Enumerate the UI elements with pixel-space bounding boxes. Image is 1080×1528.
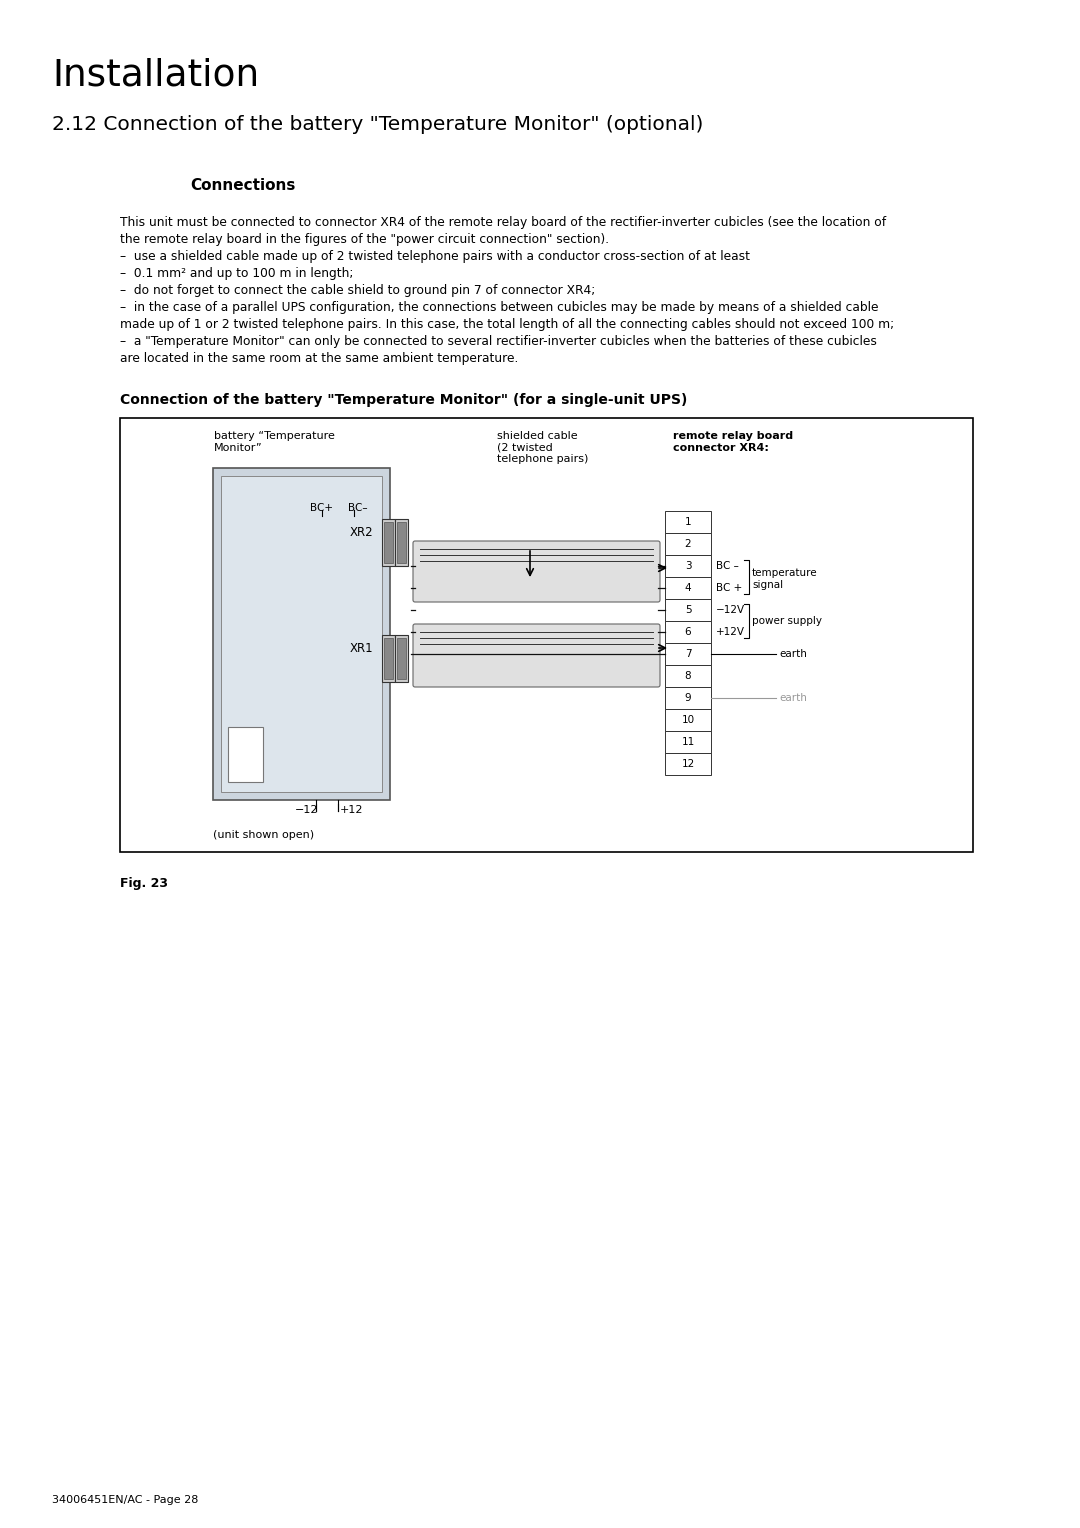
Bar: [120, 419, 973, 853]
Bar: [665, 599, 711, 620]
Text: earth: earth: [779, 649, 807, 659]
Text: 2: 2: [685, 539, 691, 549]
Text: +12V: +12V: [716, 626, 745, 637]
Bar: [665, 643, 711, 665]
Text: BC +: BC +: [716, 584, 742, 593]
Text: signal: signal: [752, 581, 783, 590]
Text: shielded cable
(2 twisted
telephone pairs): shielded cable (2 twisted telephone pair…: [497, 431, 589, 465]
Text: XR2: XR2: [350, 526, 374, 538]
Text: −12: −12: [295, 805, 319, 814]
Text: +12: +12: [340, 805, 364, 814]
Text: 9: 9: [685, 694, 691, 703]
Bar: [665, 688, 711, 709]
Text: −12V: −12V: [716, 605, 745, 614]
Text: 8: 8: [685, 671, 691, 681]
Bar: [384, 523, 393, 562]
Text: power supply: power supply: [752, 616, 822, 626]
Text: Connection of the battery "Temperature Monitor" (for a single-unit UPS): Connection of the battery "Temperature M…: [120, 393, 687, 406]
Text: –  a "Temperature Monitor" can only be connected to several rectifier-inverter c: – a "Temperature Monitor" can only be co…: [120, 335, 877, 348]
Text: are located in the same room at the same ambient temperature.: are located in the same room at the same…: [120, 351, 518, 365]
Text: BC–: BC–: [348, 503, 367, 513]
Text: 7: 7: [685, 649, 691, 659]
Text: temperature: temperature: [752, 568, 818, 578]
Text: earth: earth: [779, 694, 807, 703]
Text: –  0.1 mm² and up to 100 m in length;: – 0.1 mm² and up to 100 m in length;: [120, 267, 353, 280]
Text: Connections: Connections: [190, 177, 295, 193]
Text: –  in the case of a parallel UPS configuration, the connections between cubicles: – in the case of a parallel UPS configur…: [120, 301, 878, 313]
Text: 5: 5: [685, 605, 691, 614]
Text: Installation: Installation: [52, 58, 259, 95]
Bar: [382, 520, 395, 565]
Text: 2.12 Connection of the battery "Temperature Monitor" (optional): 2.12 Connection of the battery "Temperat…: [52, 115, 703, 134]
Bar: [665, 510, 711, 533]
Text: –  use a shielded cable made up of 2 twisted telephone pairs with a conductor cr: – use a shielded cable made up of 2 twis…: [120, 251, 750, 263]
FancyBboxPatch shape: [413, 541, 660, 602]
Bar: [665, 578, 711, 599]
Bar: [397, 639, 406, 678]
Text: 10: 10: [681, 715, 694, 724]
Bar: [395, 636, 408, 681]
FancyBboxPatch shape: [413, 623, 660, 688]
Bar: [665, 555, 711, 578]
Text: remote relay board
connector XR4:: remote relay board connector XR4:: [673, 431, 793, 452]
Text: XR1: XR1: [350, 642, 374, 656]
Bar: [665, 730, 711, 753]
Text: 1: 1: [685, 516, 691, 527]
Bar: [213, 468, 390, 801]
Text: 6: 6: [685, 626, 691, 637]
Text: This unit must be connected to connector XR4 of the remote relay board of the re: This unit must be connected to connector…: [120, 215, 886, 229]
Text: 12: 12: [681, 759, 694, 769]
Bar: [395, 520, 408, 565]
Bar: [228, 727, 264, 782]
Text: 34006451EN/AC - Page 28: 34006451EN/AC - Page 28: [52, 1494, 199, 1505]
Text: the remote relay board in the figures of the "power circuit connection" section): the remote relay board in the figures of…: [120, 232, 609, 246]
Text: made up of 1 or 2 twisted telephone pairs. In this case, the total length of all: made up of 1 or 2 twisted telephone pair…: [120, 318, 894, 332]
Bar: [665, 533, 711, 555]
Text: Fig. 23: Fig. 23: [120, 877, 168, 889]
Text: BC –: BC –: [716, 561, 739, 571]
Text: 4: 4: [685, 584, 691, 593]
Bar: [397, 523, 406, 562]
Text: –  do not forget to connect the cable shield to ground pin 7 of connector XR4;: – do not forget to connect the cable shi…: [120, 284, 595, 296]
Bar: [665, 753, 711, 775]
Bar: [221, 477, 382, 792]
Bar: [665, 665, 711, 688]
Bar: [382, 636, 395, 681]
Text: battery “Temperature
Monitor”: battery “Temperature Monitor”: [214, 431, 335, 452]
Bar: [384, 639, 393, 678]
Bar: [665, 620, 711, 643]
Text: (unit shown open): (unit shown open): [213, 830, 314, 840]
Text: 11: 11: [681, 736, 694, 747]
Text: BC+: BC+: [310, 503, 333, 513]
Text: 3: 3: [685, 561, 691, 571]
Bar: [665, 709, 711, 730]
